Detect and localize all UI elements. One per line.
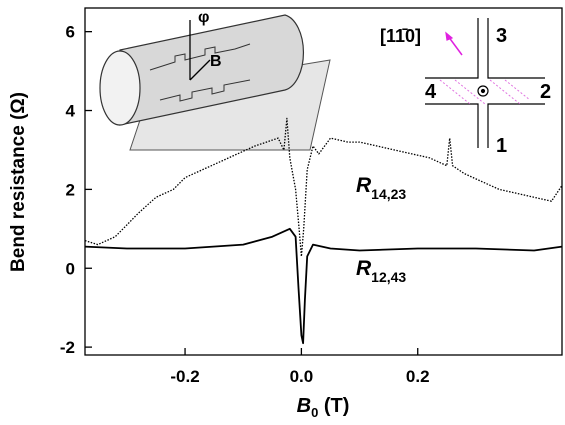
x-axis-unit: (T) <box>318 395 349 417</box>
annotation-symbol: R <box>356 257 372 280</box>
x-axis-label: B0 (T) <box>297 395 350 420</box>
x-tick-label: 0.0 <box>290 367 314 386</box>
y-tick-label: -2 <box>60 338 75 357</box>
x-tick-label: 0.2 <box>406 367 430 386</box>
annotation-subscript: 12,43 <box>371 269 406 285</box>
cross-inset <box>425 18 545 148</box>
annotation-subscript: 14,23 <box>371 186 406 202</box>
y-tick-label: 4 <box>66 102 76 121</box>
x-axis-subscript: 0 <box>311 405 318 420</box>
inset-field: B <box>210 53 222 70</box>
y-tick-label: 6 <box>66 23 75 42</box>
series-annotation: R14,23 <box>356 174 406 202</box>
inset-angle: φ <box>198 9 209 26</box>
cylinder-inset: φ B <box>99 9 331 151</box>
contact-label: 2 <box>540 81 551 103</box>
series-annotation: R12,43 <box>356 257 406 285</box>
x-axis-symbol: B <box>297 395 311 417</box>
annotation-symbol: R <box>356 174 372 197</box>
contact-label: 3 <box>496 25 507 47</box>
y-tick-label: 0 <box>66 259 75 278</box>
inset-direction: [11̄0] <box>380 26 421 46</box>
x-tick-label: -0.2 <box>170 367 199 386</box>
contact-label: 4 <box>425 81 437 103</box>
y-tick-label: 2 <box>66 180 75 199</box>
y-axis-label: Bend resistance (Ω) <box>8 92 29 272</box>
plot-frame <box>84 7 563 356</box>
contact-label: 1 <box>496 135 507 157</box>
data-line <box>84 227 563 345</box>
